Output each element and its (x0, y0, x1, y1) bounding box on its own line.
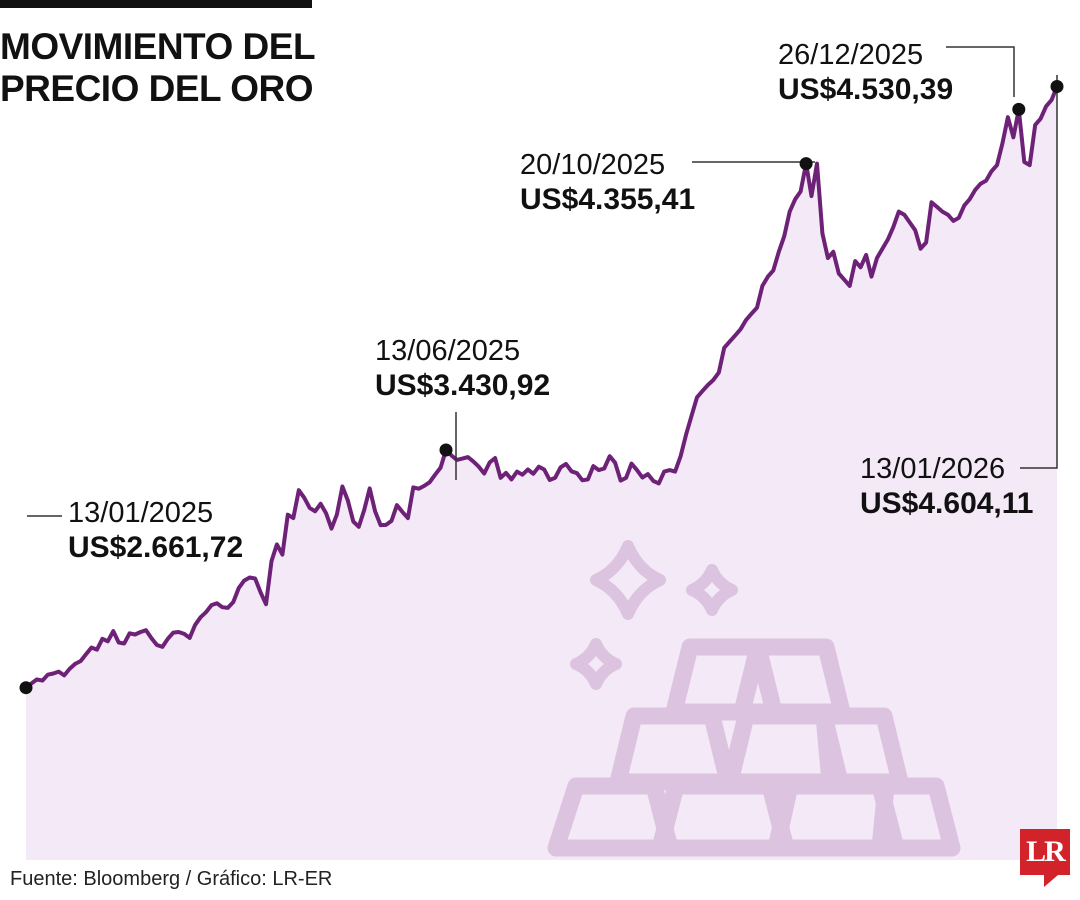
sparkle-large-icon (590, 540, 666, 620)
top-accent-bar (0, 0, 312, 8)
annotation-leader-3 (946, 46, 1015, 97)
annotation-dot-3 (1012, 102, 1026, 116)
source-note: Fuente: Bloomberg / Gráfico: LR-ER (10, 868, 333, 890)
title-line-2: PRECIO DEL ORO (0, 68, 314, 109)
annotation-dot-4 (1050, 80, 1064, 93)
annotation-june: 13/06/2025 US$3.430,92 (375, 334, 550, 404)
price-area-fill (26, 86, 1057, 860)
annotation-leaders (27, 46, 1058, 517)
annotation-end-date: 13/01/2026 (860, 453, 1006, 485)
annotation-end-value: US$4.604,11 (860, 487, 1034, 520)
annotation-october: 20/10/2025 US$4.355,41 (520, 148, 695, 218)
title-line-1: MOVIMIENTO DEL (0, 26, 316, 67)
sparkle-small-icon (570, 638, 622, 690)
annotation-dots (19, 80, 1064, 695)
annotation-december-date: 26/12/2025 (778, 39, 924, 71)
chart-title: MOVIMIENTO DEL PRECIO DEL ORO (0, 26, 316, 110)
annotation-dot-0 (19, 681, 33, 695)
annotation-december-value: US$4.530,39 (778, 73, 954, 106)
annotation-dot-1 (439, 443, 453, 457)
gold-bars-icon (547, 638, 961, 857)
annotation-start-date: 13/01/2025 (68, 497, 214, 529)
annotation-start-value: US$2.661,72 (68, 531, 244, 564)
lr-logo: LR (1020, 829, 1070, 875)
annotation-end: 13/01/2026 US$4.604,11 (860, 452, 1033, 522)
sparkle-medium-icon (686, 564, 738, 616)
annotation-leader-4 (1020, 75, 1058, 469)
annotation-june-date: 13/06/2025 (375, 335, 521, 367)
annotation-dot-2 (799, 157, 813, 171)
annotation-june-value: US$3.430,92 (375, 369, 551, 402)
annotation-october-value: US$4.355,41 (520, 183, 696, 216)
lr-logo-tail (1044, 875, 1058, 887)
annotation-start: 13/01/2025 US$2.661,72 (68, 496, 243, 566)
annotation-october-date: 20/10/2025 (520, 149, 666, 181)
sparkle-icons (570, 540, 738, 690)
annotation-december: 26/12/2025 US$4.530,39 (778, 38, 953, 108)
price-line (24, 84, 1059, 690)
